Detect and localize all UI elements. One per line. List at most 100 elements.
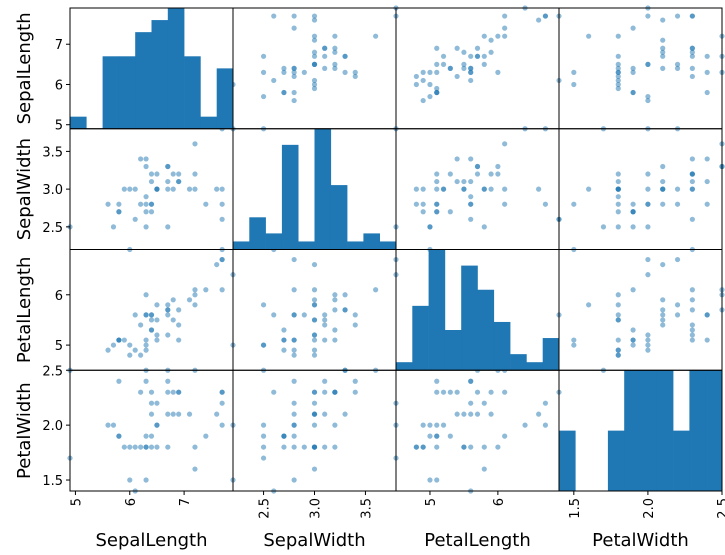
scatter-point [165,178,171,185]
scatter-point [332,327,338,333]
panel-sepal-width-vs-sepal-width [233,128,397,250]
scatter-point [704,53,710,59]
scatter-point [474,411,481,417]
scatter-point [447,389,453,395]
scatter-point [495,171,501,177]
scatter-point [502,33,508,39]
scatter-point [434,89,440,96]
scatter-point [542,400,549,406]
scatter-point [427,433,433,439]
scatter-point [219,186,225,192]
scatter-point [468,77,474,84]
scatter-point [110,422,117,428]
scatter-point [630,342,636,348]
y-axis-label-sepal-width: SepalWidth [14,138,35,240]
histogram-bar [102,56,120,129]
scatter-point [311,53,318,59]
scatter-point [143,444,149,450]
scatter-point [615,81,621,88]
scatter-point [332,337,338,343]
scatter-point [630,201,636,207]
scatter-point [615,186,621,192]
scatter-point [132,347,138,353]
scatter-point [586,186,592,192]
scatter-point [468,216,474,222]
scatter-point [615,53,621,59]
scatter-point [176,171,182,177]
scatter-point [413,444,419,450]
scatter-point [260,342,267,348]
y-tick-label: 2.5 [42,364,63,379]
scatter-point [481,33,487,39]
scatter-point [332,292,338,298]
scatter-point [311,37,318,43]
scatter-point [468,201,474,207]
scatter-point [170,297,176,303]
scatter-point [420,444,426,450]
scatter-point [281,69,287,75]
scatter-point [148,312,155,318]
scatter-point [434,209,440,215]
scatter-point [645,13,651,19]
scatter-point [586,302,592,308]
panel-petal-width-vs-petal-width [559,370,723,492]
scatter-point [132,312,138,318]
histogram-bar [298,241,315,250]
scatter-point [615,201,621,207]
scatter-point [322,389,328,395]
scatter-point [495,163,501,170]
scatter-point [219,287,225,293]
scatter-point [468,444,474,450]
scatter-point [461,444,467,450]
scatter-point [461,178,467,185]
scatter-point [143,378,149,384]
scatter-point [291,337,297,343]
panel-marks [67,5,725,494]
scatter-point [447,65,453,71]
histogram-bar [281,144,299,250]
scatter-point [434,422,440,428]
scatter-point [488,49,494,55]
scatter-point [121,444,127,450]
scatter-point [674,186,681,192]
scatter-point [170,317,176,323]
x-tick-label: 6 [492,498,507,506]
scatter-point [615,73,621,80]
x-tick-label: 6 [124,498,139,506]
scatter-point [332,444,338,450]
scatter-point [332,389,338,395]
scatter-point [138,444,144,450]
x-tick-label: 3.5 [359,498,374,519]
scatter-point [154,317,160,323]
panel-petal-length-vs-sepal-width [230,246,399,373]
histogram-bar [624,370,641,491]
scatter-point [373,287,379,293]
scatter-point [615,85,621,92]
scatter-point [291,347,297,353]
scatter-point [468,178,474,185]
scatter-point [689,327,695,333]
scatter-point [311,352,318,358]
scatter-point [420,77,426,84]
scatter-point [481,444,487,450]
scatter-point [630,69,636,75]
scatter-point [219,256,225,263]
scatter-point [219,389,225,395]
scatter-point [689,65,695,71]
scatter-point [434,389,440,395]
scatter-point [474,389,481,395]
scatter-point [154,422,160,428]
scatter-point [143,347,149,353]
histogram-bar [526,362,543,371]
panel-petal-length-vs-sepal-length [67,246,236,373]
scatter-point [322,337,328,343]
scatter-point [154,337,160,343]
scatter-point [291,422,297,428]
scatter-point [165,332,171,338]
scatter-point [322,444,328,450]
scatter-point [536,186,542,192]
scatter-point [301,444,307,450]
scatter-point [615,194,621,200]
scatter-point [203,287,209,293]
scatter-point [165,163,171,170]
